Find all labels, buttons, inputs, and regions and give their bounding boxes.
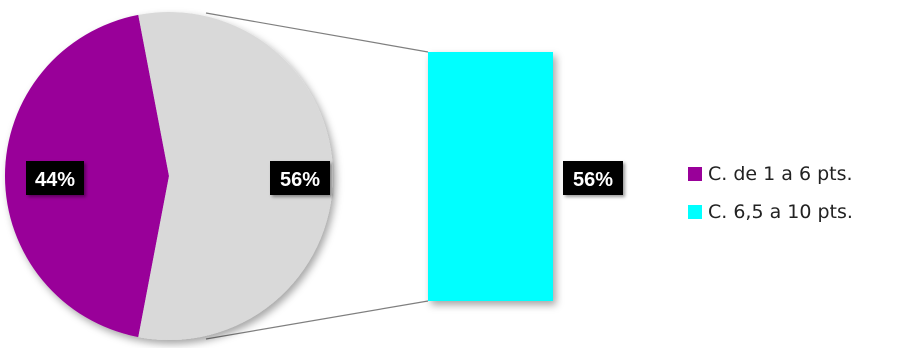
data-label-44-text: 44% xyxy=(35,169,75,191)
legend-label: C. 6,5 a 10 pts. xyxy=(708,201,853,223)
connector-line-top xyxy=(205,12,429,53)
data-label-56-pie-text: 56% xyxy=(280,169,320,191)
legend-item-c-1-a-6: C. de 1 a 6 pts. xyxy=(688,160,853,188)
data-label-56-pie: 56% xyxy=(270,161,330,195)
legend-label: C. de 1 a 6 pts. xyxy=(708,163,853,185)
legend: C. de 1 a 6 pts. C. 6,5 a 10 pts. xyxy=(688,160,853,236)
pie-slice-c-6-5-a-10 xyxy=(138,12,333,341)
legend-swatch-purple xyxy=(688,167,702,181)
data-label-56-bar-text: 56% xyxy=(573,169,613,191)
breakout-bar-c-6-5-a-10 xyxy=(428,52,553,301)
legend-swatch-cyan xyxy=(688,205,702,219)
pie-slice-c-1-a-6 xyxy=(4,14,170,338)
pie-group xyxy=(4,12,333,341)
connector-line-bottom xyxy=(205,300,429,340)
data-label-56-bar: 56% xyxy=(563,161,623,195)
legend-item-c-6-5-a-10: C. 6,5 a 10 pts. xyxy=(688,198,853,226)
data-label-44: 44% xyxy=(26,161,84,195)
